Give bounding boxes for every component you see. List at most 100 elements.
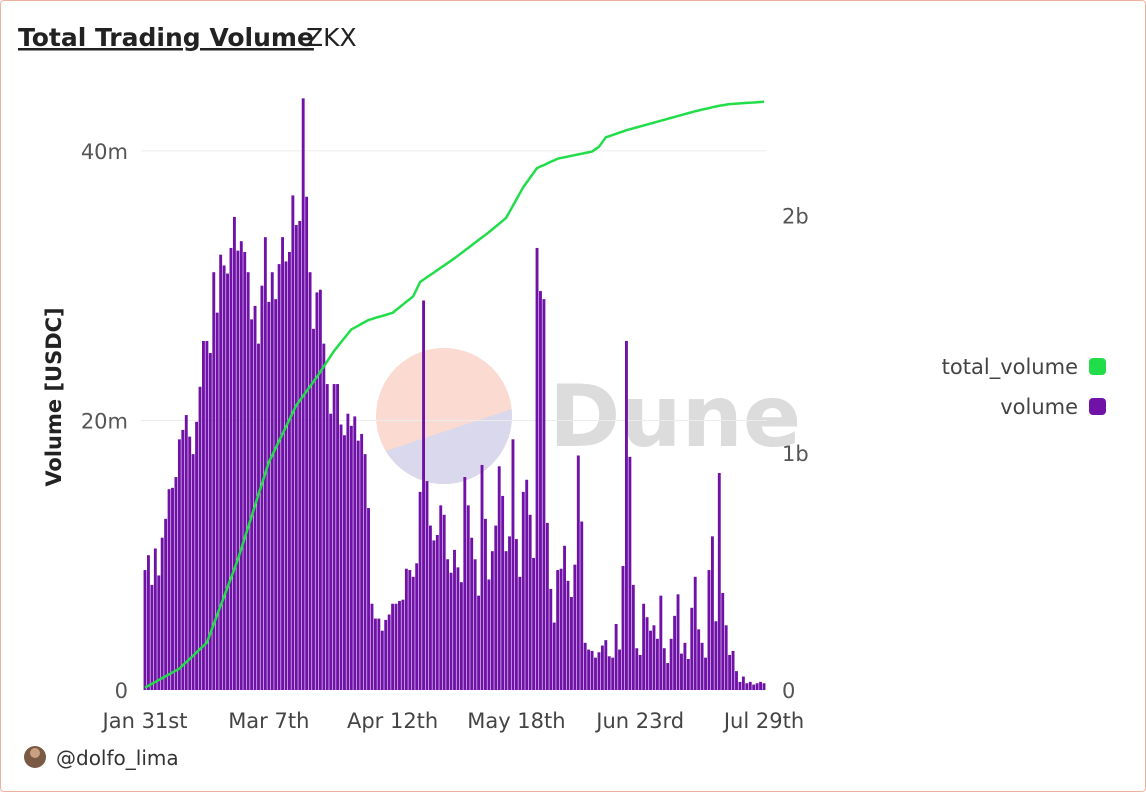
bar bbox=[356, 440, 360, 690]
bar bbox=[219, 254, 223, 691]
bar bbox=[700, 642, 704, 690]
bar bbox=[329, 413, 333, 690]
bar bbox=[590, 650, 594, 690]
bar bbox=[721, 592, 725, 690]
bar bbox=[511, 439, 515, 690]
avatar-face bbox=[30, 748, 40, 758]
watermark-text: Dune bbox=[549, 367, 801, 467]
bar bbox=[625, 340, 628, 690]
bar bbox=[257, 343, 260, 690]
bar bbox=[693, 576, 697, 690]
bar bbox=[428, 525, 432, 690]
bar bbox=[556, 570, 560, 690]
bar bbox=[425, 481, 429, 690]
bar bbox=[731, 650, 735, 690]
bar bbox=[614, 623, 618, 690]
y2-tick-label: 0 bbox=[782, 679, 795, 703]
bar bbox=[308, 272, 312, 690]
x-tick-label: Apr 12th bbox=[347, 709, 438, 733]
x-tick-label: Jan 31st bbox=[101, 709, 188, 733]
bar bbox=[387, 614, 391, 690]
bar bbox=[470, 537, 474, 690]
bar bbox=[480, 464, 484, 690]
bar bbox=[367, 508, 370, 690]
author[interactable]: @dolfo_lima bbox=[56, 746, 179, 770]
bar bbox=[569, 597, 573, 690]
bar bbox=[686, 659, 690, 690]
x-tick-label: May 18th bbox=[467, 709, 565, 733]
bar bbox=[232, 216, 236, 690]
bar bbox=[539, 291, 542, 690]
bar bbox=[494, 525, 498, 690]
bar bbox=[735, 671, 738, 690]
bar bbox=[501, 495, 505, 690]
bar bbox=[525, 479, 529, 690]
line bbox=[144, 100, 765, 689]
bar bbox=[246, 272, 250, 690]
bar bbox=[563, 545, 566, 690]
bar bbox=[287, 251, 291, 690]
bar bbox=[181, 429, 185, 690]
y-tick-label: 20m bbox=[81, 409, 128, 433]
bar bbox=[552, 622, 556, 690]
plot-area: 0 20m 40m 0 1b 2b Jan 31st Mar 7th Apr 12th May 1… bbox=[81, 98, 1106, 733]
legend-swatch bbox=[1089, 358, 1106, 375]
bar bbox=[704, 657, 707, 690]
bar bbox=[508, 536, 511, 690]
bar bbox=[714, 621, 718, 690]
chart-title[interactable]: Total Trading Volume bbox=[18, 23, 314, 52]
bar bbox=[710, 536, 714, 690]
bar bbox=[638, 654, 642, 690]
bar bbox=[422, 300, 425, 690]
bar bbox=[415, 563, 419, 690]
bar bbox=[528, 514, 532, 690]
bar bbox=[370, 603, 374, 690]
bar bbox=[532, 557, 536, 690]
bar bbox=[649, 630, 652, 690]
bar bbox=[446, 559, 450, 690]
bar bbox=[404, 568, 408, 690]
bar bbox=[353, 416, 357, 690]
bar bbox=[336, 384, 340, 690]
y-tick-label: 40m bbox=[81, 140, 128, 164]
bar bbox=[587, 649, 591, 690]
bar bbox=[631, 584, 635, 690]
bar bbox=[312, 328, 315, 690]
bar bbox=[724, 625, 728, 690]
bar bbox=[171, 487, 174, 690]
bar bbox=[177, 439, 181, 690]
bar bbox=[594, 657, 597, 690]
bar bbox=[270, 272, 274, 690]
bar bbox=[655, 638, 659, 690]
bar bbox=[281, 237, 284, 690]
bar bbox=[473, 559, 477, 690]
bar bbox=[752, 684, 756, 690]
bar bbox=[380, 630, 384, 690]
bar bbox=[717, 473, 721, 690]
legend-swatch bbox=[1089, 398, 1106, 415]
bar bbox=[418, 491, 422, 690]
bar bbox=[195, 421, 199, 690]
bar bbox=[728, 654, 732, 690]
bar bbox=[188, 436, 192, 690]
x-tick-label: Jul 29th bbox=[722, 709, 804, 733]
bar bbox=[267, 301, 271, 690]
bar bbox=[318, 289, 322, 690]
bar bbox=[669, 638, 673, 690]
bar bbox=[566, 580, 570, 690]
bar bbox=[432, 540, 436, 690]
bar bbox=[680, 653, 683, 690]
bar bbox=[157, 575, 161, 690]
bar bbox=[487, 579, 491, 690]
bar bbox=[322, 343, 326, 690]
watermark: Dune bbox=[376, 348, 801, 484]
bar bbox=[360, 433, 364, 690]
bar bbox=[239, 241, 243, 690]
bar bbox=[215, 312, 219, 690]
bar bbox=[738, 681, 742, 690]
bar bbox=[611, 657, 615, 690]
y-axis-label: Volume [USDC] bbox=[42, 307, 66, 486]
bar bbox=[463, 477, 467, 690]
bar bbox=[466, 505, 470, 690]
